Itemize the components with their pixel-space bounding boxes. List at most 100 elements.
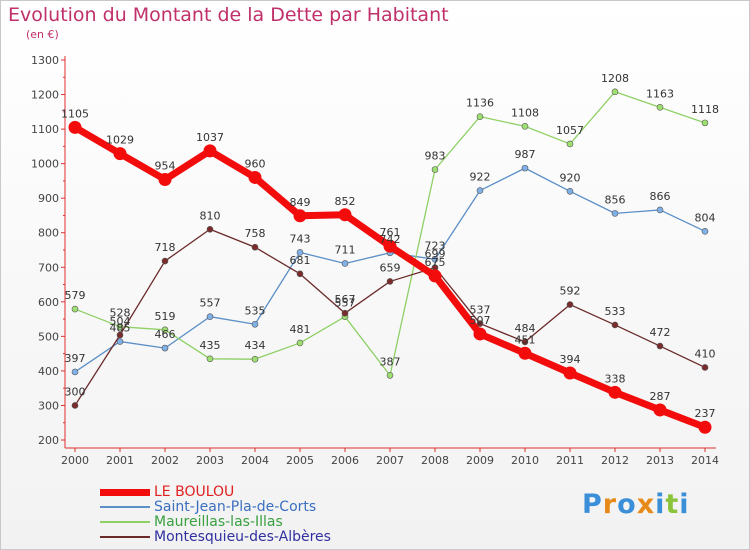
x-tick-label: 2001 — [106, 454, 134, 467]
data-point — [608, 385, 622, 399]
y-tick-label: 700 — [38, 261, 59, 274]
data-label: 856 — [605, 193, 626, 206]
data-label: 742 — [380, 233, 401, 246]
chart-subtitle: (en €) — [26, 28, 59, 41]
legend-label: LE BOULOU — [154, 484, 235, 500]
data-label: 960 — [245, 157, 266, 170]
data-label: 287 — [650, 390, 671, 403]
x-tick-label: 2004 — [241, 454, 269, 467]
x-tick-label: 2005 — [286, 454, 314, 467]
data-point — [251, 355, 259, 363]
y-tick-label: 800 — [38, 227, 59, 240]
data-point — [656, 104, 664, 111]
data-point — [383, 239, 397, 253]
data-label: 1136 — [466, 97, 494, 110]
data-label: 699 — [425, 248, 446, 261]
data-label: 659 — [380, 261, 401, 274]
data-label: 504 — [110, 315, 131, 328]
data-point — [293, 209, 307, 223]
x-tick-label: 2011 — [556, 454, 584, 467]
data-point — [476, 320, 484, 327]
data-point — [116, 331, 124, 339]
data-label: 507 — [470, 314, 491, 327]
data-point — [701, 119, 709, 127]
data-label: 466 — [155, 328, 176, 341]
data-label: 758 — [245, 227, 266, 240]
x-tick-label: 2010 — [511, 454, 539, 467]
data-label: 394 — [560, 353, 581, 366]
data-label: 535 — [245, 304, 266, 317]
data-point — [698, 420, 712, 434]
logo-letter: i — [679, 489, 690, 520]
x-tick-label: 2008 — [421, 454, 449, 467]
proxiti-logo: Proxiti — [582, 489, 690, 520]
data-label: 681 — [290, 254, 311, 267]
data-point — [161, 257, 169, 265]
data-label: 519 — [155, 310, 176, 323]
data-label: 397 — [65, 352, 86, 365]
data-point — [206, 313, 214, 320]
data-label: 852 — [335, 195, 356, 208]
data-label: 723 — [425, 239, 446, 252]
data-point — [113, 147, 127, 161]
data-point — [428, 269, 442, 283]
legend-swatch — [100, 536, 150, 538]
data-label: 451 — [515, 333, 536, 346]
data-label: 675 — [425, 256, 446, 269]
y-tick-label: 1000 — [31, 158, 59, 171]
data-point — [71, 368, 79, 376]
data-label: 387 — [380, 355, 401, 368]
data-point — [521, 164, 529, 172]
x-tick-label: 2012 — [601, 454, 629, 467]
legend-swatch — [100, 506, 150, 508]
data-point — [656, 342, 664, 350]
data-label: 954 — [155, 160, 176, 173]
data-point — [116, 338, 124, 345]
y-tick-label: 1200 — [31, 89, 59, 102]
legend-label: Saint-Jean-Pla-de-Corts — [154, 499, 317, 515]
data-label: 485 — [110, 322, 131, 335]
data-point — [206, 355, 214, 363]
data-label: 537 — [470, 304, 491, 317]
data-point — [611, 88, 619, 96]
data-label: 1108 — [511, 106, 539, 119]
x-tick-label: 2003 — [196, 454, 224, 467]
x-tick-label: 2002 — [151, 454, 179, 467]
y-tick-label: 900 — [38, 192, 59, 205]
y-tick-label: 1100 — [31, 123, 59, 136]
data-point — [68, 120, 82, 134]
data-label: 1105 — [61, 107, 89, 120]
logo-letter: P — [582, 489, 603, 520]
data-point — [701, 228, 709, 235]
data-point — [386, 278, 394, 285]
data-point — [116, 323, 124, 330]
data-label: 983 — [425, 150, 446, 163]
x-tick-label: 2013 — [646, 454, 674, 467]
data-point — [161, 344, 169, 352]
x-tick-label: 2009 — [466, 454, 494, 467]
data-label: 810 — [200, 209, 221, 222]
data-label: 711 — [335, 243, 356, 256]
legend-swatch — [100, 488, 150, 496]
data-label: 1163 — [646, 87, 674, 100]
data-label: 472 — [650, 326, 671, 339]
data-label: 866 — [650, 190, 671, 203]
data-point — [566, 187, 574, 195]
data-point — [521, 123, 529, 130]
data-point — [203, 144, 217, 158]
data-label: 743 — [290, 232, 311, 245]
logo-letter: r — [602, 489, 618, 520]
data-point — [296, 270, 304, 278]
data-point — [251, 243, 259, 251]
data-label: 849 — [290, 196, 311, 209]
data-point — [206, 225, 214, 233]
data-label: 484 — [515, 322, 536, 335]
data-point — [296, 339, 304, 347]
y-tick-label: 300 — [38, 399, 59, 412]
logo-letter: o — [617, 489, 637, 520]
data-point — [518, 346, 532, 360]
x-tick-label: 2000 — [61, 454, 89, 467]
y-tick-label: 600 — [38, 296, 59, 309]
